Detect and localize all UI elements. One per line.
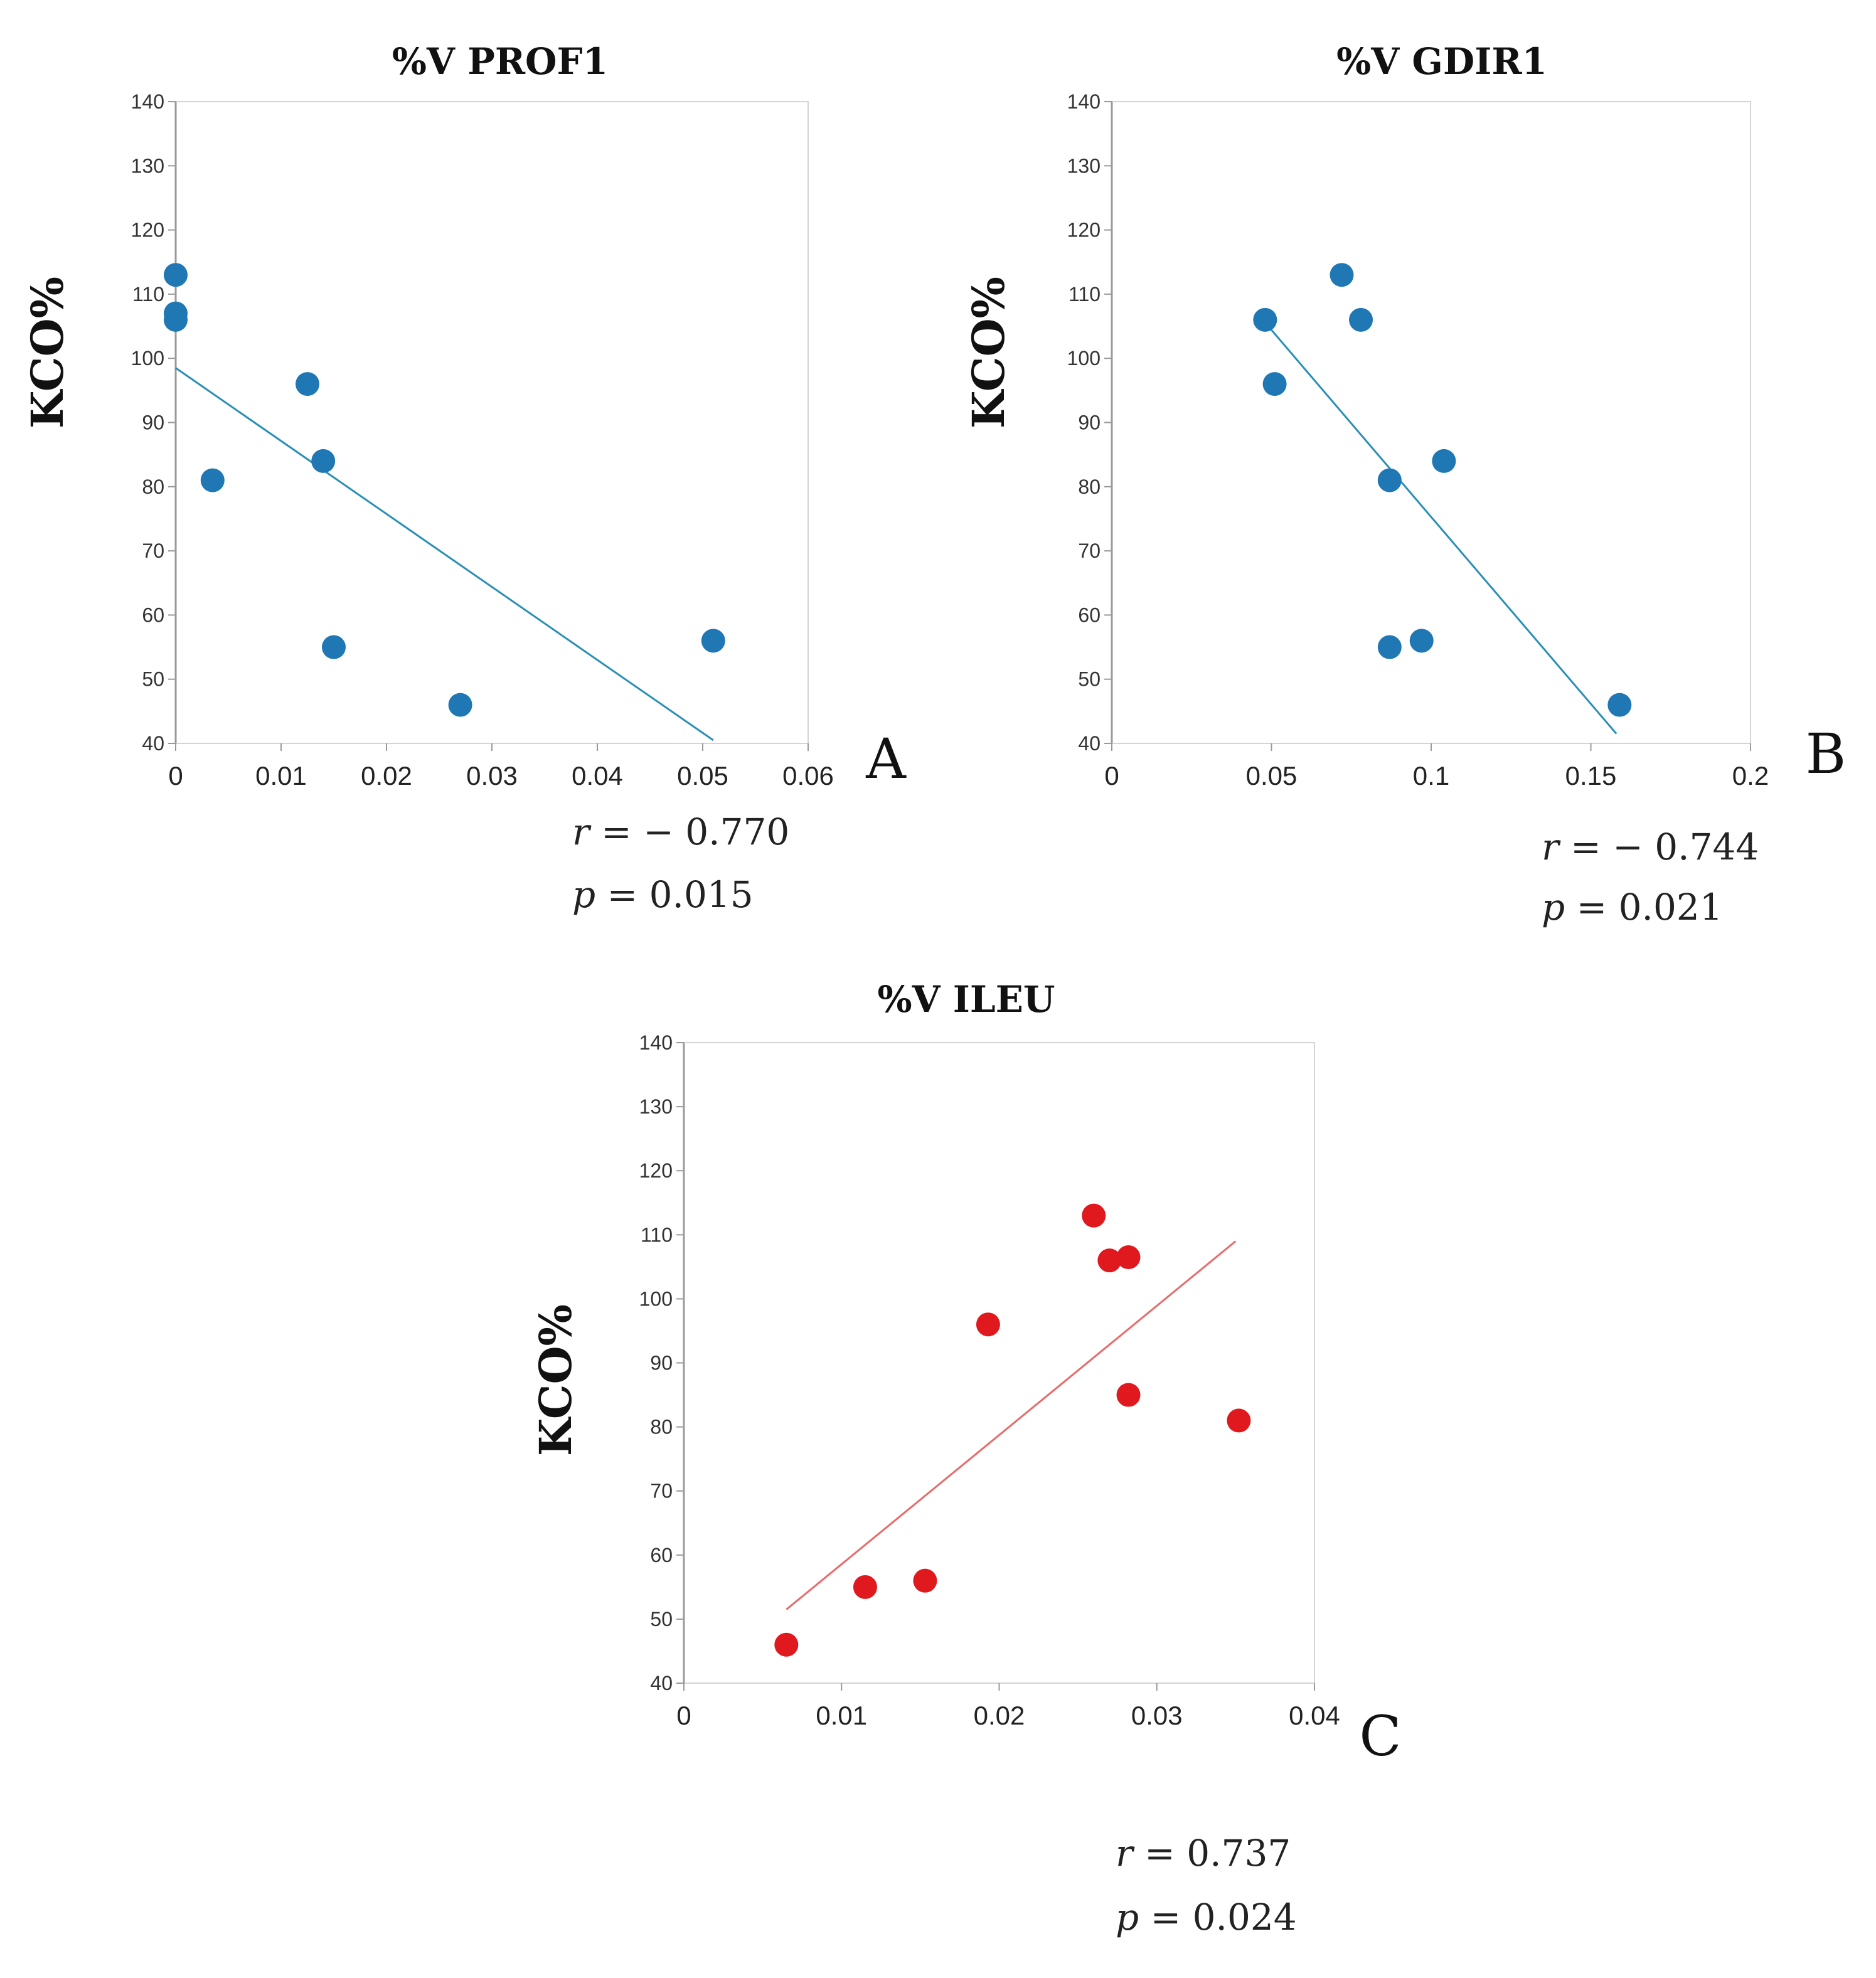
data-point — [296, 372, 319, 396]
chart-title: %V PROF1 — [392, 40, 608, 83]
data-point — [1349, 307, 1373, 332]
y-tick-label: 140 — [131, 90, 164, 113]
y-tick-label: 50 — [142, 668, 164, 691]
y-tick-label: 130 — [639, 1095, 673, 1118]
data-point — [311, 449, 336, 473]
y-tick-label: 100 — [639, 1287, 673, 1310]
data-point — [200, 468, 225, 492]
y-tick-label: 80 — [142, 476, 164, 498]
y-tick-label: 120 — [131, 219, 164, 242]
y-tick-label: 50 — [650, 1608, 673, 1630]
y-tick-label: 120 — [639, 1159, 673, 1182]
data-point — [853, 1575, 877, 1599]
data-point — [1409, 629, 1434, 653]
y-tick-label: 100 — [1067, 347, 1101, 370]
data-point — [1116, 1383, 1141, 1407]
r-statistic: r = − 0.744 — [1542, 826, 1759, 868]
data-point — [913, 1568, 937, 1593]
y-tick-label: 110 — [1069, 283, 1101, 306]
p-statistic: p = 0.015 — [572, 873, 754, 916]
x-tick-label: 0.06 — [782, 761, 834, 790]
y-tick-label: 60 — [1078, 604, 1101, 626]
data-point — [774, 1632, 799, 1657]
y-tick-label: 90 — [650, 1352, 673, 1374]
y-tick-label: 80 — [650, 1416, 673, 1438]
chart-title: %V GDIR1 — [1336, 40, 1547, 83]
x-tick-label: 0.05 — [677, 761, 728, 790]
y-tick-label: 60 — [142, 604, 164, 626]
x-tick-label: 0 — [168, 761, 183, 790]
trend-line — [1267, 326, 1618, 735]
y-tick-label: 120 — [1067, 219, 1101, 242]
data-point — [1116, 1245, 1141, 1270]
data-point — [701, 629, 725, 653]
panel-letter: A — [865, 726, 907, 791]
y-tick-label: 70 — [650, 1480, 673, 1502]
x-tick-label: 0 — [1104, 761, 1119, 790]
y-axis-label: KCO% — [530, 1304, 582, 1456]
y-tick-label: 130 — [1067, 154, 1101, 177]
chart-panel-b: %V GDIR1 KCO% B r = − 0.744 p = 0.021 40… — [962, 40, 1846, 928]
trend-line — [786, 1240, 1237, 1610]
y-tick-label: 70 — [1078, 540, 1101, 562]
data-point — [448, 693, 472, 717]
x-tick-label: 0.04 — [572, 761, 623, 790]
data-point — [1262, 372, 1287, 396]
y-tick-label: 80 — [1078, 476, 1101, 498]
r-statistic: r = − 0.770 — [572, 811, 789, 853]
p-statistic: p = 0.021 — [1542, 886, 1723, 928]
y-tick-label: 110 — [641, 1223, 673, 1246]
x-tick-label: 0 — [676, 1701, 691, 1730]
plot-area — [683, 1042, 1315, 1684]
panel-letter: B — [1806, 721, 1847, 786]
x-tick-label: 0.01 — [255, 761, 307, 790]
y-axis-label: KCO% — [962, 277, 1015, 428]
data-point — [1227, 1408, 1251, 1433]
chart-panel-c: %V ILEU KCO% C r = 0.737 p = 0.024 40 50 6… — [530, 978, 1402, 1938]
y-tick-label: 50 — [1078, 668, 1101, 691]
x-tick-label: 0.02 — [974, 1701, 1025, 1730]
data-point — [164, 263, 188, 287]
x-tick-label: 0.02 — [361, 761, 412, 790]
data-point — [976, 1312, 1000, 1337]
data-point — [1377, 635, 1402, 659]
data-point — [1097, 1248, 1122, 1273]
panel-letter: C — [1359, 1704, 1401, 1768]
chart-title: %V ILEU — [877, 978, 1055, 1021]
x-tick-label: 0.15 — [1565, 761, 1617, 790]
y-tick-label: 110 — [132, 283, 164, 306]
chart-panel-a: %V PROF1 KCO% A r = − 0.770 p = 0.015 40… — [21, 40, 907, 916]
y-tick-label: 60 — [650, 1544, 673, 1566]
data-point — [164, 301, 188, 326]
y-tick-label: 140 — [1067, 90, 1101, 113]
data-point — [1330, 263, 1354, 287]
r-statistic: r = 0.737 — [1116, 1832, 1291, 1874]
y-tick-label: 70 — [142, 540, 164, 562]
x-tick-label: 0.05 — [1246, 761, 1298, 790]
y-tick-label: 40 — [650, 1672, 673, 1694]
y-tick-label: 100 — [131, 347, 164, 370]
data-point — [1607, 693, 1632, 717]
x-tick-label: 0.03 — [466, 761, 518, 790]
x-tick-label: 0.04 — [1289, 1701, 1340, 1730]
x-tick-label: 0.1 — [1413, 761, 1449, 790]
data-point — [322, 635, 346, 659]
data-point — [1082, 1203, 1106, 1228]
p-statistic: p = 0.024 — [1116, 1896, 1297, 1938]
y-tick-label: 40 — [142, 732, 164, 755]
trend-line — [175, 367, 714, 742]
y-axis-label: KCO% — [21, 277, 73, 428]
data-point — [1377, 468, 1402, 492]
y-tick-label: 40 — [1078, 732, 1101, 755]
y-tick-label: 90 — [142, 412, 164, 434]
x-tick-label: 0.2 — [1732, 761, 1769, 790]
x-tick-label: 0.03 — [1131, 1701, 1183, 1730]
x-tick-label: 0.01 — [816, 1701, 867, 1730]
data-point — [1432, 449, 1456, 473]
y-tick-label: 140 — [639, 1031, 673, 1054]
y-tick-label: 90 — [1078, 412, 1101, 434]
data-point — [1253, 307, 1277, 332]
y-tick-label: 130 — [131, 154, 164, 177]
